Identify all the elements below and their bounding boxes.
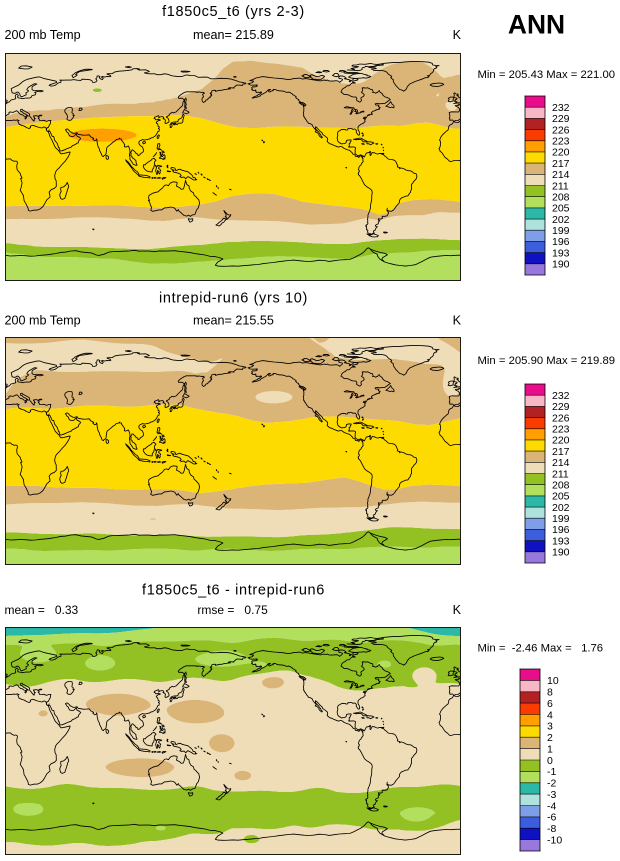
svg-text:226: 226 xyxy=(552,412,570,424)
svg-text:229: 229 xyxy=(552,401,570,413)
svg-text:205: 205 xyxy=(552,203,570,215)
svg-text:193: 193 xyxy=(552,247,570,259)
svg-text:10: 10 xyxy=(547,675,559,687)
svg-text:232: 232 xyxy=(552,390,570,402)
svg-text:mean= 215.55: mean= 215.55 xyxy=(193,313,274,327)
svg-text:intrepid-run6 (yrs 10): intrepid-run6 (yrs 10) xyxy=(159,291,308,307)
svg-text:K: K xyxy=(453,603,462,617)
svg-text:-2: -2 xyxy=(547,778,556,790)
svg-text:3: 3 xyxy=(547,721,553,733)
svg-text:200 mb Temp: 200 mb Temp xyxy=(5,28,81,42)
svg-text:211: 211 xyxy=(552,180,569,192)
svg-text:214: 214 xyxy=(552,457,570,469)
svg-text:200 mb Temp: 200 mb Temp xyxy=(5,313,81,327)
svg-text:214: 214 xyxy=(552,169,570,181)
svg-text:1: 1 xyxy=(547,743,553,755)
svg-text:202: 202 xyxy=(552,214,570,226)
svg-text:199: 199 xyxy=(552,225,570,237)
svg-text:8: 8 xyxy=(547,687,553,699)
svg-text:211: 211 xyxy=(552,468,569,480)
svg-text:f1850c5_t6 - intrepid-run6: f1850c5_t6 - intrepid-run6 xyxy=(142,583,325,599)
svg-text:208: 208 xyxy=(552,191,570,203)
svg-text:226: 226 xyxy=(552,124,570,136)
svg-text:mean = 0.33: mean = 0.33 xyxy=(5,603,79,617)
svg-text:223: 223 xyxy=(552,136,570,148)
svg-text:196: 196 xyxy=(552,236,570,248)
svg-text:mean= 215.89: mean= 215.89 xyxy=(193,28,274,42)
svg-text:0: 0 xyxy=(547,755,553,767)
svg-text:199: 199 xyxy=(552,513,570,525)
svg-text:220: 220 xyxy=(552,435,570,447)
svg-text:K: K xyxy=(453,28,462,42)
svg-text:rmse = 0.75: rmse = 0.75 xyxy=(197,603,268,617)
svg-text:-3: -3 xyxy=(547,789,556,801)
svg-text:ANN: ANN xyxy=(508,10,565,40)
svg-text:-10: -10 xyxy=(547,834,562,846)
svg-text:Min = 205.90 Max = 219.89: Min = 205.90 Max = 219.89 xyxy=(478,355,616,367)
svg-text:-8: -8 xyxy=(547,823,556,835)
svg-text:229: 229 xyxy=(552,113,570,125)
svg-text:-4: -4 xyxy=(547,800,556,812)
svg-text:Min = 205.43 Max = 221.00: Min = 205.43 Max = 221.00 xyxy=(478,69,616,81)
svg-text:K: K xyxy=(453,313,462,327)
svg-text:223: 223 xyxy=(552,424,570,436)
svg-text:196: 196 xyxy=(552,524,570,536)
svg-text:217: 217 xyxy=(552,158,570,170)
svg-text:4: 4 xyxy=(547,709,553,721)
svg-text:217: 217 xyxy=(552,446,570,458)
svg-text:232: 232 xyxy=(552,102,570,114)
svg-text:220: 220 xyxy=(552,147,570,159)
svg-text:Min = -2.46 Max = 1.76: Min = -2.46 Max = 1.76 xyxy=(478,643,604,655)
svg-text:202: 202 xyxy=(552,502,570,514)
svg-text:6: 6 xyxy=(547,698,553,710)
svg-text:205: 205 xyxy=(552,491,570,503)
svg-text:190: 190 xyxy=(552,547,570,559)
svg-text:2: 2 xyxy=(547,732,553,744)
svg-text:208: 208 xyxy=(552,479,570,491)
svg-text:-1: -1 xyxy=(547,766,556,778)
svg-text:193: 193 xyxy=(552,535,570,547)
svg-text:190: 190 xyxy=(552,259,570,271)
svg-text:f1850c5_t6 (yrs 2-3): f1850c5_t6 (yrs 2-3) xyxy=(162,4,305,20)
svg-text:-6: -6 xyxy=(547,812,556,824)
